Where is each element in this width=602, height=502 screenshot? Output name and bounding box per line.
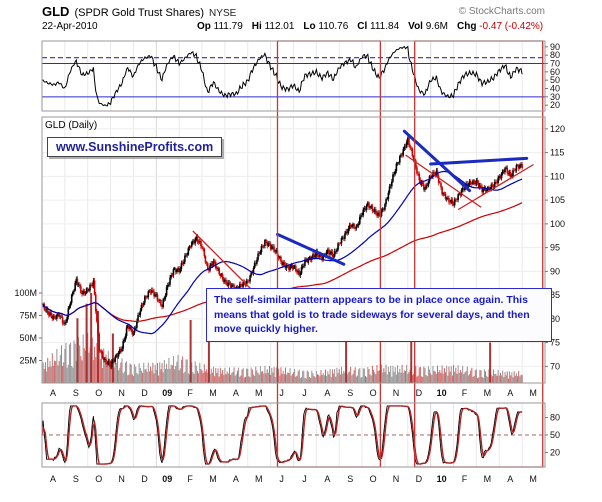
svg-text:50M: 50M (19, 333, 37, 343)
quote-change: Chg -0.47 (-0.42%) (456, 21, 544, 32)
svg-text:90: 90 (550, 42, 560, 52)
quote-close: Cl 111.84 (357, 21, 400, 32)
svg-text:120: 120 (550, 124, 565, 134)
svg-text:10: 10 (437, 474, 447, 484)
svg-text:S: S (347, 388, 353, 398)
svg-text:J: J (302, 388, 307, 398)
svg-text:F: F (462, 474, 468, 484)
svg-text:M: M (255, 474, 263, 484)
svg-text:A: A (233, 388, 239, 398)
svg-text:D: D (416, 474, 423, 484)
svg-text:A: A (50, 474, 56, 484)
svg-text:M: M (529, 388, 537, 398)
svg-text:60: 60 (550, 67, 560, 77)
svg-text:S: S (73, 388, 79, 398)
svg-text:J: J (302, 474, 307, 484)
svg-text:S: S (347, 474, 353, 484)
svg-text:90: 90 (550, 266, 560, 276)
svg-text:85: 85 (550, 290, 560, 300)
svg-text:75M: 75M (19, 311, 37, 321)
svg-text:D: D (141, 388, 148, 398)
svg-text:30: 30 (550, 92, 560, 102)
svg-text:50: 50 (550, 430, 560, 440)
svg-text:M: M (484, 474, 492, 484)
svg-text:A: A (507, 388, 513, 398)
svg-text:50: 50 (550, 75, 560, 85)
svg-text:A: A (324, 388, 330, 398)
svg-text:A: A (50, 388, 56, 398)
svg-text:20: 20 (550, 100, 560, 110)
svg-text:F: F (187, 388, 193, 398)
svg-text:N: N (118, 474, 125, 484)
svg-text:40: 40 (550, 84, 560, 94)
svg-text:25M: 25M (19, 356, 37, 366)
svg-text:95: 95 (550, 243, 560, 253)
svg-text:20: 20 (550, 447, 560, 457)
svg-text:F: F (462, 388, 468, 398)
svg-text:N: N (393, 388, 400, 398)
svg-text:M: M (209, 388, 217, 398)
svg-text:O: O (95, 388, 102, 398)
svg-text:N: N (118, 388, 125, 398)
quote-date: 22-Apr-2010 (42, 21, 98, 32)
chart-canvas: 9080706050403020120115110105100959085807… (14, 40, 565, 484)
svg-text:M: M (255, 388, 263, 398)
svg-text:110: 110 (550, 171, 564, 181)
svg-text:S: S (73, 474, 79, 484)
svg-text:M: M (209, 474, 217, 484)
svg-text:80: 80 (550, 413, 560, 423)
exchange-label: NYSE (209, 8, 237, 19)
quote-volume: Vol 9.6M (408, 21, 448, 32)
svg-text:O: O (95, 474, 102, 484)
analysis-annotation-box: The self-similar pattern appears to be i… (206, 288, 552, 343)
sunshineprofits-watermark: www.SunshineProfits.com (47, 137, 223, 157)
svg-text:100: 100 (550, 219, 565, 229)
svg-text:M: M (484, 388, 492, 398)
quote-high: Hi 112.01 (251, 21, 295, 32)
svg-text:80: 80 (550, 314, 560, 324)
svg-text:N: N (393, 474, 400, 484)
svg-text:09: 09 (162, 474, 172, 484)
svg-text:J: J (279, 474, 284, 484)
quote-low: Lo 110.76 (303, 21, 349, 32)
svg-text:O: O (370, 474, 377, 484)
svg-text:70: 70 (550, 361, 560, 371)
svg-text:80: 80 (550, 50, 560, 60)
panel-label-gld-daily: GLD (Daily) (45, 120, 98, 131)
svg-text:A: A (233, 474, 239, 484)
svg-text:70: 70 (550, 59, 560, 69)
svg-text:A: A (324, 474, 330, 484)
svg-text:09: 09 (162, 388, 172, 398)
svg-text:A: A (507, 474, 513, 484)
chart-title-row: GLD (SPDR Gold Trust Shares) NYSE (42, 4, 236, 19)
security-name: (SPDR Gold Trust Shares) (74, 7, 205, 19)
svg-text:M: M (529, 474, 537, 484)
svg-text:D: D (141, 474, 148, 484)
quote-strip: Op 111.79 Hi 112.01 Lo 110.76 Cl 111.84 … (197, 21, 543, 32)
svg-text:115: 115 (550, 148, 564, 158)
svg-text:10: 10 (437, 388, 447, 398)
svg-text:100M: 100M (14, 288, 37, 298)
svg-text:D: D (416, 388, 423, 398)
svg-text:J: J (279, 388, 284, 398)
svg-text:F: F (187, 474, 193, 484)
ticker-symbol: GLD (42, 4, 70, 19)
svg-text:105: 105 (550, 195, 565, 205)
svg-text:75: 75 (550, 338, 560, 348)
stockcharts-copyright: © StockCharts.com (458, 6, 545, 17)
quote-open: Op 111.79 (197, 21, 243, 32)
svg-text:O: O (370, 388, 377, 398)
